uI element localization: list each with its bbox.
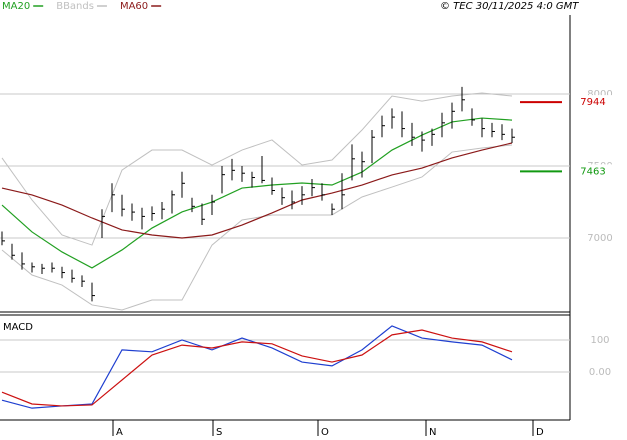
bband-lower: [1, 144, 513, 311]
x-tick-label: A: [116, 427, 123, 438]
macd-title: MACD: [3, 322, 33, 333]
legend-label: BBands: [56, 1, 94, 12]
ma-line: [1, 117, 513, 269]
price-label-bg: [572, 164, 624, 179]
y-tick-label: 0.00: [589, 367, 611, 378]
y-tick-label: 100: [590, 335, 609, 346]
price-label-bg: [572, 95, 624, 110]
ma-line: [1, 142, 513, 239]
x-tick-label: S: [216, 427, 222, 438]
y-tick-label: 8000: [587, 89, 612, 100]
signal-line: [1, 329, 513, 407]
x-tick-label: O: [321, 427, 329, 438]
x-tick-label: N: [429, 427, 436, 438]
price-label: 7944: [580, 97, 605, 108]
legend-label: MA60: [120, 1, 148, 12]
source: © TEC 30/11/2025 4:0 GMT: [440, 1, 579, 12]
price-label: 7463: [580, 166, 605, 177]
legend-label: MA20: [2, 1, 30, 12]
y-tick-label: 7000: [587, 233, 612, 244]
bband-upper: [1, 92, 513, 246]
x-tick-label: D: [536, 427, 544, 438]
